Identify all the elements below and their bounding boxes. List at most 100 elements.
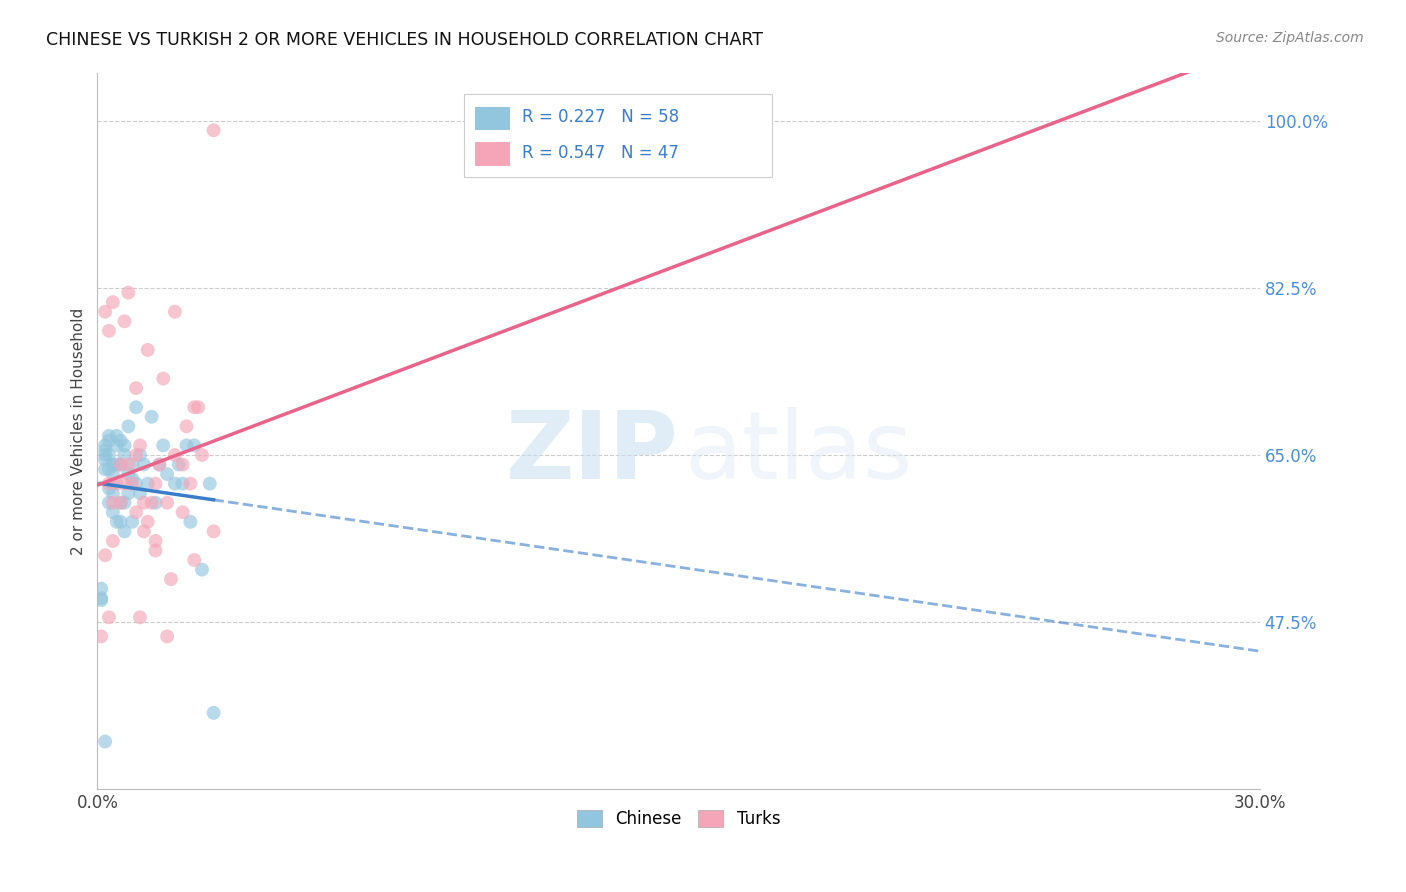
- Point: [110, 434, 132, 448]
- Point: [191, 563, 214, 577]
- Point: [141, 496, 163, 510]
- Point: [163, 304, 186, 318]
- Point: [121, 476, 143, 491]
- Point: [90, 591, 112, 606]
- Point: [117, 419, 139, 434]
- Point: [114, 496, 136, 510]
- Point: [90, 582, 112, 596]
- Point: [94, 452, 117, 467]
- Point: [187, 401, 209, 415]
- Point: [156, 496, 179, 510]
- Point: [101, 467, 124, 481]
- Point: [90, 629, 112, 643]
- Point: [145, 496, 167, 510]
- Y-axis label: 2 or more Vehicles in Household: 2 or more Vehicles in Household: [72, 308, 86, 555]
- Point: [101, 533, 124, 548]
- Point: [156, 629, 179, 643]
- Point: [110, 515, 132, 529]
- Point: [117, 458, 139, 472]
- Point: [98, 610, 121, 624]
- Point: [183, 553, 205, 567]
- Point: [98, 434, 121, 448]
- Point: [172, 505, 194, 519]
- Point: [129, 610, 152, 624]
- Point: [163, 448, 186, 462]
- Point: [90, 593, 112, 607]
- Point: [129, 448, 152, 462]
- Text: CHINESE VS TURKISH 2 OR MORE VEHICLES IN HOUSEHOLD CORRELATION CHART: CHINESE VS TURKISH 2 OR MORE VEHICLES IN…: [46, 31, 763, 49]
- Point: [160, 572, 183, 586]
- Point: [101, 476, 124, 491]
- Point: [101, 496, 124, 510]
- Point: [202, 706, 225, 720]
- Point: [125, 401, 148, 415]
- Point: [145, 533, 167, 548]
- Point: [163, 476, 186, 491]
- Point: [198, 476, 221, 491]
- Point: [94, 734, 117, 748]
- Point: [172, 476, 194, 491]
- Point: [129, 486, 152, 500]
- Point: [98, 448, 121, 462]
- Point: [136, 476, 159, 491]
- Point: [114, 524, 136, 539]
- Point: [132, 496, 155, 510]
- Point: [176, 419, 198, 434]
- Point: [110, 458, 132, 472]
- Point: [176, 438, 198, 452]
- Point: [105, 515, 128, 529]
- Point: [105, 438, 128, 452]
- Point: [98, 496, 121, 510]
- Point: [121, 458, 143, 472]
- Text: R = 0.227   N = 58: R = 0.227 N = 58: [522, 109, 679, 127]
- Point: [114, 438, 136, 452]
- Point: [148, 458, 170, 472]
- Point: [145, 543, 167, 558]
- Point: [125, 381, 148, 395]
- Text: ZIP: ZIP: [506, 407, 679, 499]
- Point: [101, 295, 124, 310]
- Point: [183, 401, 205, 415]
- Bar: [475, 143, 510, 166]
- Point: [98, 476, 121, 491]
- Point: [152, 438, 174, 452]
- Point: [136, 515, 159, 529]
- Point: [183, 438, 205, 452]
- Point: [129, 438, 152, 452]
- Point: [117, 467, 139, 481]
- Point: [110, 496, 132, 510]
- Point: [94, 438, 117, 452]
- FancyBboxPatch shape: [464, 95, 772, 177]
- Point: [101, 486, 124, 500]
- Point: [148, 458, 170, 472]
- Point: [167, 458, 190, 472]
- Point: [98, 324, 121, 338]
- Point: [110, 458, 132, 472]
- Point: [94, 304, 117, 318]
- Point: [172, 458, 194, 472]
- Point: [105, 429, 128, 443]
- Point: [121, 472, 143, 486]
- Point: [191, 448, 214, 462]
- Point: [105, 476, 128, 491]
- Point: [94, 448, 117, 462]
- Point: [94, 462, 117, 476]
- Point: [110, 496, 132, 510]
- Point: [125, 448, 148, 462]
- Point: [105, 458, 128, 472]
- Point: [179, 515, 201, 529]
- Point: [117, 486, 139, 500]
- Point: [121, 515, 143, 529]
- Text: R = 0.547   N = 47: R = 0.547 N = 47: [522, 145, 679, 162]
- Point: [94, 548, 117, 562]
- Point: [98, 482, 121, 496]
- Legend: Chinese, Turks: Chinese, Turks: [571, 803, 787, 835]
- Point: [179, 476, 201, 491]
- Point: [114, 314, 136, 328]
- Point: [117, 285, 139, 300]
- Point: [98, 429, 121, 443]
- Point: [136, 343, 159, 357]
- Point: [132, 458, 155, 472]
- Point: [202, 123, 225, 137]
- Point: [98, 462, 121, 476]
